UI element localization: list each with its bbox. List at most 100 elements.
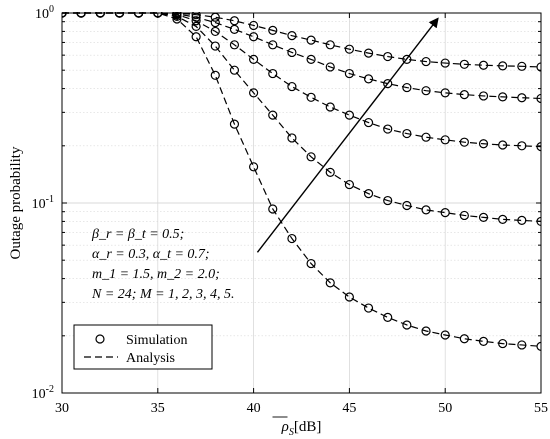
simulation-point: [325, 62, 335, 72]
simulation-point: [268, 68, 278, 79]
legend-analysis-label: Analysis: [126, 351, 175, 366]
simulation-point: [306, 35, 316, 45]
simulation-point: [498, 214, 508, 224]
simulation-point: [498, 92, 508, 102]
simulation-point: [536, 341, 541, 351]
simulation-point: [383, 79, 393, 89]
simulation-point: [229, 119, 240, 129]
simulation-point: [229, 40, 240, 50]
simulation-point: [287, 133, 297, 143]
simulation-point: [363, 189, 374, 199]
y-tick-exponent: 0: [49, 4, 54, 15]
simulation-point: [306, 92, 316, 102]
simulation-point: [478, 139, 489, 149]
simulation-point: [498, 338, 508, 349]
y-tick-exponent: -2: [46, 384, 54, 395]
y-tick-base: 10: [32, 197, 46, 212]
simulation-point: [210, 12, 220, 22]
simulation-point: [229, 16, 240, 26]
simulation-point: [498, 61, 508, 71]
grid-lines: [62, 13, 541, 393]
simulation-point: [76, 12, 86, 18]
simulation-point: [421, 205, 431, 215]
simulation-point: [306, 54, 316, 64]
simulation-point: [249, 162, 259, 172]
simulation-point: [287, 233, 297, 244]
simulation-point: [363, 48, 374, 58]
simulation-point: [191, 21, 201, 32]
simulation-point: [249, 88, 259, 98]
legend-box: [73, 324, 213, 370]
x-tick-label: 50: [438, 401, 452, 416]
x-tick-label: 45: [342, 401, 356, 416]
simulation-point: [459, 89, 469, 100]
simulation-point: [268, 110, 278, 120]
simulation-point: [402, 320, 412, 330]
analysis-curve-5: [62, 12, 541, 68]
simulation-point: [191, 12, 201, 22]
simulation-point: [383, 51, 393, 62]
y-tick-exponent: -1: [46, 194, 54, 205]
simulation-point: [459, 137, 469, 147]
x-tick-label: 30: [55, 401, 69, 416]
simulation-point: [517, 93, 527, 103]
simulation-point: [459, 210, 469, 221]
simulation-point: [536, 216, 541, 227]
simulation-point: [383, 195, 393, 206]
simulation-point: [172, 12, 182, 18]
annotation-line: m_1 = 1.5, m_2 = 2.0;: [92, 267, 220, 282]
simulation-point: [459, 334, 469, 344]
simulation-point: [210, 70, 220, 80]
simulation-point: [268, 25, 278, 35]
y-tick-base: 10: [35, 7, 49, 22]
x-axis-symbol: ρ: [281, 419, 289, 435]
simulation-point: [478, 212, 489, 222]
annotation-line: α_r = 0.3, α_t = 0.7;: [92, 247, 210, 262]
simulation-point: [287, 31, 297, 41]
simulation-point: [440, 330, 450, 340]
simulation-point: [62, 12, 67, 18]
simulation-point: [249, 20, 259, 31]
simulation-point: [325, 102, 335, 112]
simulation-point: [517, 215, 527, 225]
simulation-point: [249, 54, 259, 64]
simulation-point: [363, 117, 374, 128]
x-axis-ticks: 30 35 40 45 50 55: [55, 13, 548, 416]
simulation-point: [517, 141, 527, 151]
legend-simulation-label: Simulation: [126, 333, 187, 348]
simulation-point: [229, 65, 240, 75]
simulation-point: [287, 81, 297, 92]
simulation-point: [325, 278, 335, 288]
simulation-point: [459, 59, 469, 69]
simulation-point: [383, 312, 393, 322]
simulation-point: [344, 44, 354, 54]
annotation-line: N = 24; M = 1, 2, 3, 4, 5.: [91, 287, 235, 302]
simulation-point: [325, 167, 335, 177]
simulation-point: [478, 60, 489, 70]
simulation-point: [421, 326, 431, 336]
simulation-point: [517, 340, 527, 350]
simulation-point: [402, 82, 412, 93]
simulation-point: [287, 47, 297, 58]
simulation-point: [268, 40, 278, 50]
simulation-point: [421, 56, 431, 67]
x-tick-label: 35: [151, 401, 165, 416]
x-axis-subscript: S: [289, 427, 294, 438]
simulation-point: [95, 12, 105, 18]
y-tick-label: 100: [35, 4, 54, 22]
y-axis-title: Outage probability: [8, 146, 24, 259]
simulation-point: [440, 135, 450, 145]
parameter-annotation: β_r = β_t = 0.5; α_r = 0.3, α_t = 0.7; m_1…: [91, 227, 235, 302]
simulation-point: [114, 12, 125, 18]
simulation-point: [306, 152, 316, 162]
x-axis-title: ρS[dB]: [281, 419, 322, 438]
simulation-point: [325, 40, 335, 50]
simulation-point: [210, 26, 220, 37]
simulation-point: [402, 200, 412, 211]
legend: Simulation Analysis: [73, 324, 213, 370]
simulation-point: [478, 336, 489, 346]
simulation-point: [153, 12, 163, 18]
x-tick-label: 55: [534, 401, 548, 416]
